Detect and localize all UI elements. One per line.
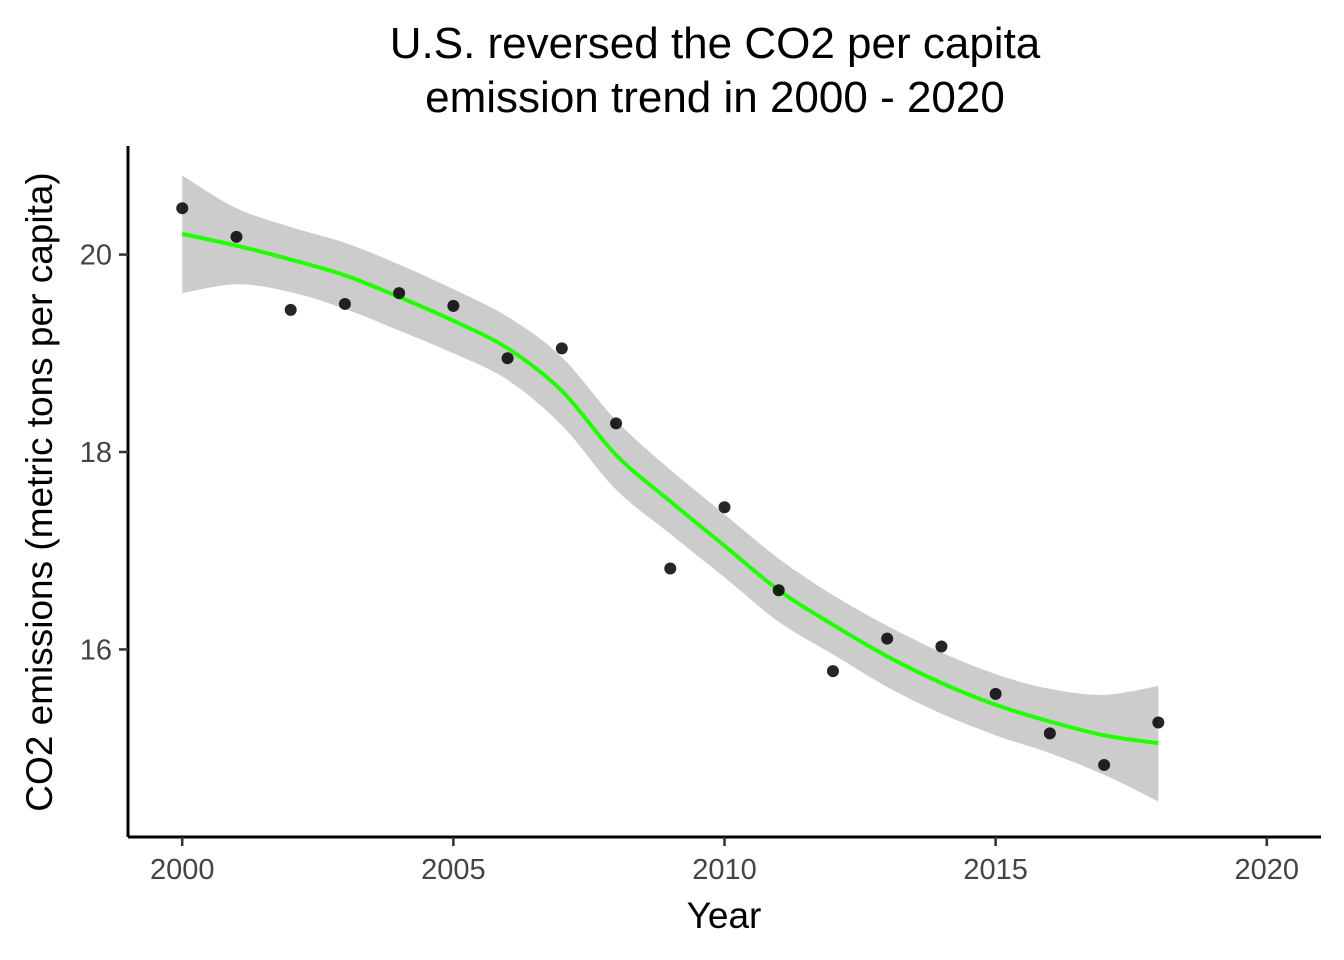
data-point [989,687,1002,700]
x-tick-label: 2000 [150,854,215,886]
x-tick-label: 2020 [1235,854,1300,886]
x-axis-title: Year [687,895,762,936]
x-ticks: 2000 2005 2010 2015 2020 [150,837,1299,886]
confidence-band [182,175,1159,802]
data-point [338,297,351,310]
data-point [881,632,894,645]
data-point [393,287,406,300]
x-tick-label: 2010 [692,854,757,886]
confidence-band-layer [182,175,1159,802]
data-point [230,230,243,243]
data-point [284,303,297,316]
data-point [501,352,514,365]
data-point [935,640,948,653]
data-point [610,417,623,430]
data-points-layer [176,202,1165,771]
y-axis-title: CO2 emissions (metric tons per capita) [19,172,60,811]
data-point [1043,727,1056,740]
data-point [664,562,677,575]
y-tick-label: 20 [80,240,112,272]
y-tick-label: 16 [80,634,112,666]
smooth-line-layer [181,231,1159,746]
data-point [555,342,568,355]
data-point [447,299,460,312]
chart-title-line1: U.S. reversed the CO2 per capita [389,19,1041,68]
data-point [1098,758,1111,771]
y-tick-label: 18 [80,437,112,469]
y-ticks: 16 18 20 [80,240,128,666]
data-point [772,584,785,597]
data-point [826,665,839,678]
chart-title-line2: emission trend in 2000 - 2020 [425,73,1005,122]
data-point [176,202,189,215]
x-tick-label: 2005 [421,854,486,886]
data-point [1152,716,1165,729]
data-point [718,501,731,514]
x-tick-label: 2015 [963,854,1028,886]
smooth-line [181,231,1159,746]
